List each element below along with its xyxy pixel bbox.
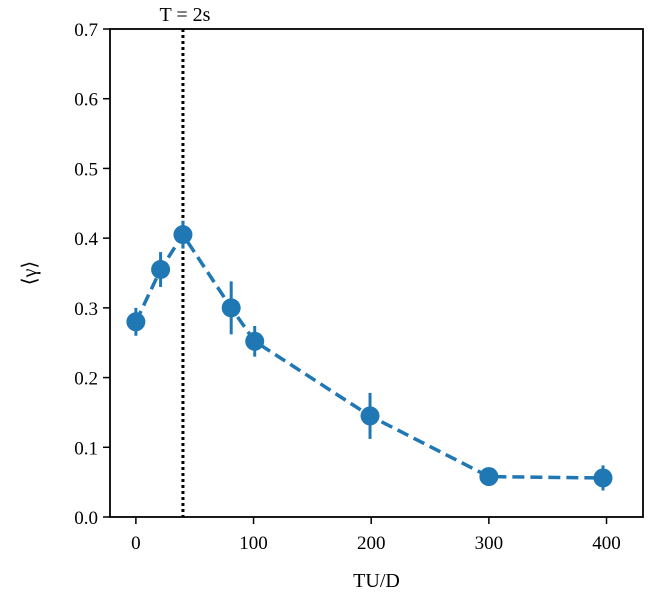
y-tick-label-4: 0.4 — [74, 229, 98, 250]
series-line — [134, 231, 604, 480]
y-axis-label: ⟨γ⟩ — [19, 261, 41, 285]
y-tick-label-6: 0.6 — [74, 90, 98, 111]
y-tick-label-0: 0.0 — [74, 508, 98, 529]
x-axis-label: TU/D — [353, 570, 400, 592]
data-point-3 — [221, 298, 241, 318]
x-tick-label-4: 400 — [592, 533, 621, 554]
x-tick-label-0: 0 — [131, 533, 141, 554]
axes-layer: 0 100 200 300 400 0.0 0.1 0.2 0.3 0.4 0.5 0.6 0.7 — [74, 20, 644, 554]
plot-frame — [109, 28, 644, 518]
data-point-4 — [245, 331, 265, 351]
y-tick-label-7: 0.7 — [74, 20, 98, 41]
plot-layer — [126, 29, 613, 517]
y-tick-label-2: 0.2 — [74, 369, 98, 390]
data-point-7 — [593, 468, 613, 488]
data-point-2 — [173, 225, 193, 245]
y-tick-label-3: 0.3 — [74, 299, 98, 320]
y-tick-label-1: 0.1 — [74, 438, 98, 459]
data-point-1 — [151, 260, 171, 280]
x-tick-label-1: 100 — [239, 533, 268, 554]
y-tick-label-5: 0.5 — [74, 159, 98, 180]
data-point-6 — [479, 467, 499, 487]
x-tick-label-3: 300 — [475, 533, 504, 554]
data-point-5 — [360, 406, 380, 426]
vline-annotation-label: T = 2s — [159, 4, 210, 26]
data-point-0 — [126, 312, 146, 332]
x-tick-label-2: 200 — [357, 533, 386, 554]
